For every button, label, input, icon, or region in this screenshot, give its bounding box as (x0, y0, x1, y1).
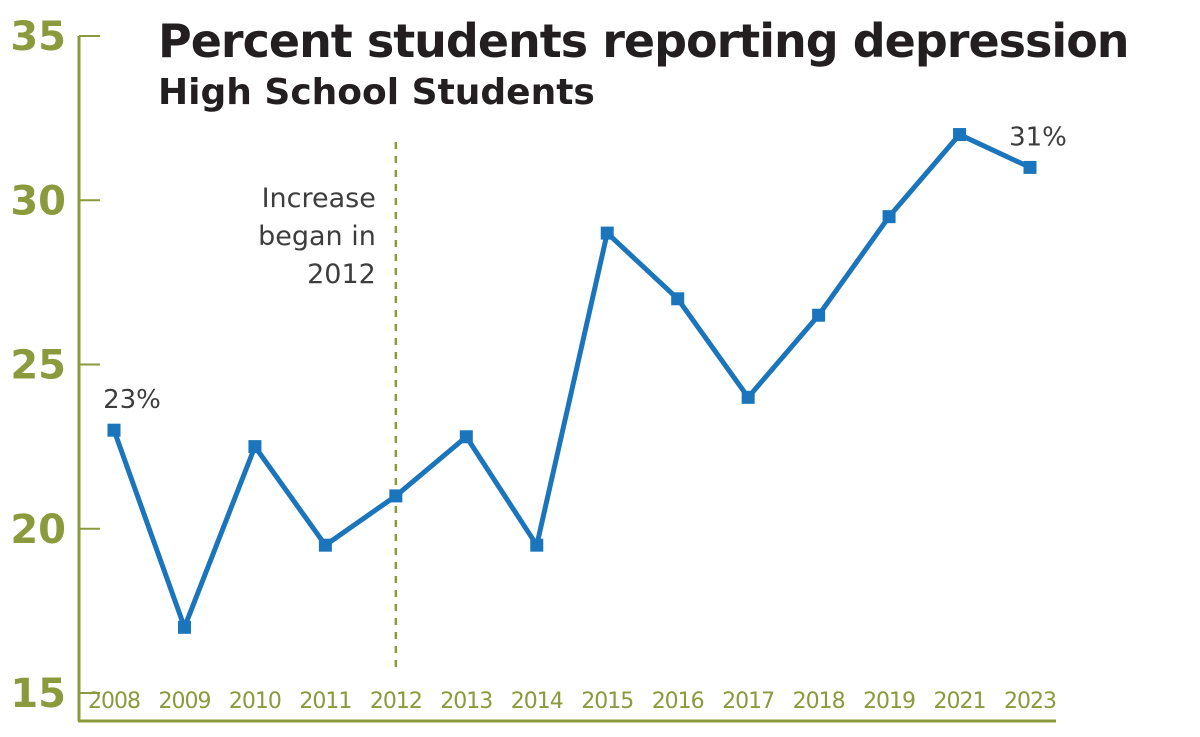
x-tick-label: 2015 (581, 689, 633, 714)
data-point (318, 538, 332, 552)
data-point (389, 489, 403, 503)
chart-title: Percent students reporting depression (158, 14, 1130, 68)
data-point (107, 423, 121, 437)
annotation-text: 2012 (307, 259, 376, 290)
x-tick-label: 2011 (299, 689, 351, 714)
data-point (812, 308, 826, 322)
data-label: 31% (1009, 122, 1067, 152)
x-tick-label: 2023 (1004, 689, 1056, 714)
x-tick-label: 2008 (88, 689, 140, 714)
data-point (741, 390, 755, 404)
x-tick-label: 2021 (934, 689, 986, 714)
data-point (1023, 160, 1037, 174)
x-tick-label: 2013 (440, 689, 492, 714)
x-tick-label: 2009 (158, 689, 210, 714)
data-point (882, 210, 896, 224)
x-tick-label: 2014 (511, 689, 563, 714)
data-point (671, 292, 685, 306)
data-point (177, 620, 191, 634)
x-tick-label: 2016 (652, 689, 704, 714)
chart-subtitle: High School Students (158, 72, 595, 113)
annotation-text: began in (258, 221, 376, 252)
y-tick-label: 30 (10, 178, 66, 224)
y-tick-label: 25 (10, 343, 66, 389)
data-point (459, 430, 473, 444)
data-point (600, 226, 614, 240)
data-label: 23% (103, 385, 161, 415)
x-tick-label: 2010 (229, 689, 281, 714)
x-tick-label: 2017 (722, 689, 774, 714)
y-tick-label: 35 (10, 14, 66, 60)
series-line (111, 132, 1032, 630)
y-tick-label: 15 (10, 671, 66, 717)
data-point (530, 538, 544, 552)
x-tick-label: 2019 (863, 689, 915, 714)
y-tick-label: 20 (10, 507, 66, 553)
x-tick-label: 2012 (370, 689, 422, 714)
x-tick-label: 2018 (793, 689, 845, 714)
data-point (248, 440, 262, 454)
annotation-text: Increase (262, 183, 376, 214)
data-point (953, 128, 967, 142)
